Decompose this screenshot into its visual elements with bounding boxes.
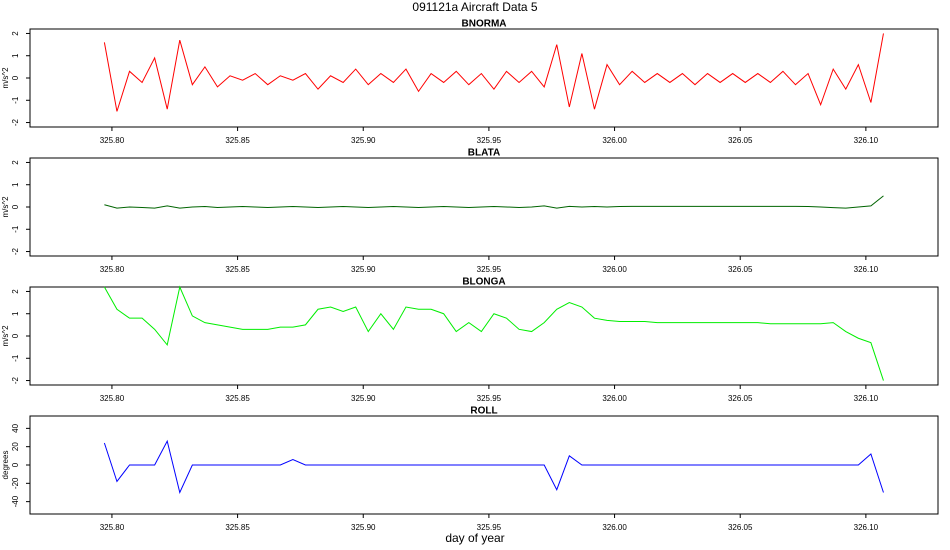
x-tick-label: 325.95 (477, 523, 502, 532)
plot-frame (29, 286, 939, 386)
y-tick-label: 0 (11, 204, 20, 209)
series-line (104, 195, 884, 209)
panel-title: ROLL (470, 406, 497, 417)
x-tick-label: 325.90 (351, 394, 376, 403)
panel-title: BLATA (468, 148, 500, 159)
y-tick-label: 1 (11, 311, 20, 316)
y-tick-label: 1 (11, 182, 20, 187)
series-line (103, 33, 884, 112)
plot-frame (29, 28, 939, 128)
panel-title: BLONGA (462, 277, 505, 288)
x-tick-label: 326.05 (728, 523, 753, 532)
x-tick-label: 325.80 (100, 394, 125, 403)
x-tick-label: 325.85 (225, 523, 250, 532)
y-tick-label: -20 (11, 477, 20, 489)
x-tick-label: 326.10 (854, 265, 879, 274)
x-tick-label: 326.05 (728, 394, 753, 403)
x-tick-label: 325.80 (100, 136, 125, 145)
y-tick-label: -2 (11, 376, 20, 384)
x-tick-label: 325.80 (100, 265, 125, 274)
y-tick-label: -2 (11, 118, 20, 126)
x-tick-label: 325.95 (477, 265, 502, 274)
y-tick-label: -40 (11, 495, 20, 507)
x-tick-label: 325.90 (351, 136, 376, 145)
x-tick-label: 326.05 (728, 136, 753, 145)
panel-title: BNORMA (462, 19, 507, 30)
y-tick-label: 0 (11, 333, 20, 338)
x-tick-label: 326.10 (854, 394, 879, 403)
chart-title: 091121a Aircraft Data 5 (412, 0, 538, 14)
x-tick-label: 326.00 (602, 394, 627, 403)
y-tick-label: 1 (11, 53, 20, 58)
x-tick-label: 325.90 (351, 523, 376, 532)
y-tick-label: 2 (11, 160, 20, 165)
y-tick-label: -1 (11, 225, 20, 233)
x-tick-label: 326.00 (602, 523, 627, 532)
y-tick-label: -1 (11, 96, 20, 104)
y-axis-label: degrees (1, 451, 10, 480)
x-tick-label: 326.00 (602, 136, 627, 145)
x-tick-label: 325.85 (225, 136, 250, 145)
y-tick-label: 40 (11, 423, 20, 432)
x-tick-label: 325.85 (225, 265, 250, 274)
series-line (103, 439, 884, 494)
y-axis-label: m/s^2 (1, 67, 10, 89)
y-axis-label: m/s^2 (1, 325, 10, 347)
x-tick-label: 325.80 (100, 523, 125, 532)
x-tick-label: 326.10 (854, 523, 879, 532)
y-tick-label: -1 (11, 354, 20, 362)
series-line (103, 285, 884, 381)
x-tick-label: 326.10 (854, 136, 879, 145)
y-axis-label: m/s^2 (1, 196, 10, 218)
y-tick-label: 0 (11, 75, 20, 80)
y-tick-label: 2 (11, 289, 20, 294)
x-axis-label: day of year (445, 531, 504, 545)
x-tick-label: 325.85 (225, 394, 250, 403)
x-tick-label: 326.00 (602, 265, 627, 274)
y-tick-label: 0 (11, 462, 20, 467)
x-tick-label: 325.95 (477, 136, 502, 145)
y-tick-label: -2 (11, 247, 20, 255)
y-tick-label: 2 (11, 31, 20, 36)
y-tick-label: 20 (11, 442, 20, 451)
x-tick-label: 326.05 (728, 265, 753, 274)
x-tick-label: 325.90 (351, 265, 376, 274)
x-tick-label: 325.95 (477, 394, 502, 403)
